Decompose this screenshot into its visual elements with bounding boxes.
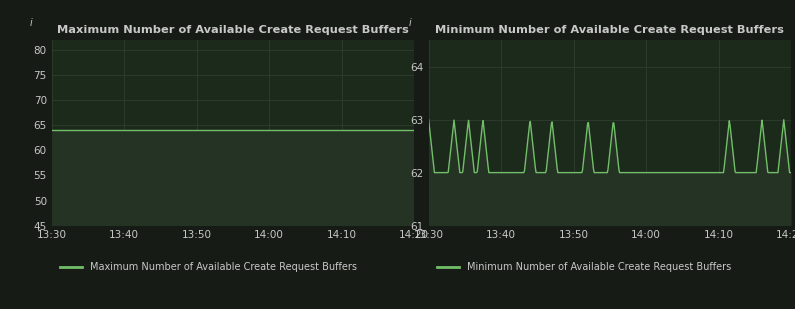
Text: i: i [30,18,33,28]
Legend: Minimum Number of Available Create Request Buffers: Minimum Number of Available Create Reque… [433,258,735,276]
Title: Maximum Number of Available Create Request Buffers: Maximum Number of Available Create Reque… [57,25,409,35]
Title: Minimum Number of Available Create Request Buffers: Minimum Number of Available Create Reque… [436,25,784,35]
Legend: Maximum Number of Available Create Request Buffers: Maximum Number of Available Create Reque… [56,258,360,276]
Text: i: i [409,18,412,28]
